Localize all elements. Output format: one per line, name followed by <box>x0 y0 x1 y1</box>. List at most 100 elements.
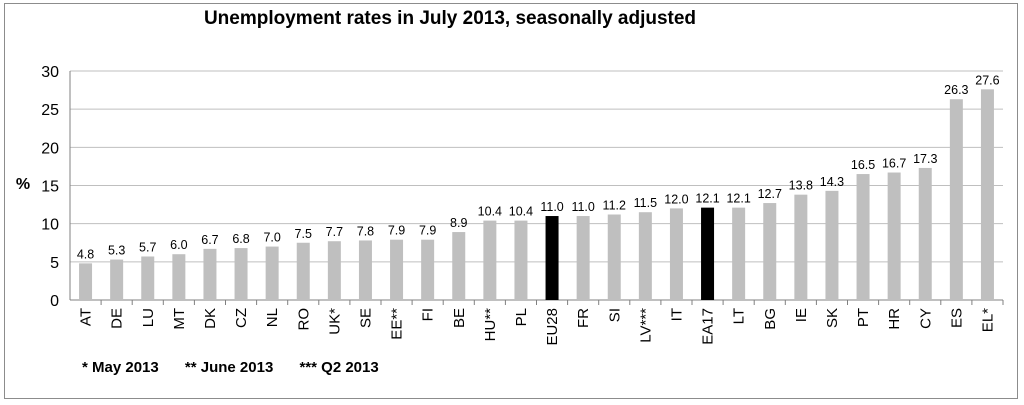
footnote-may: * May 2013 <box>82 359 159 376</box>
value-label: 8.9 <box>450 216 467 230</box>
value-label: 6.8 <box>232 232 249 246</box>
value-label: 7.9 <box>388 224 405 238</box>
x-tick-label: DE <box>109 308 126 329</box>
bar <box>296 242 310 300</box>
bar <box>234 248 248 300</box>
bar <box>949 99 963 300</box>
value-label: 27.6 <box>975 73 999 87</box>
bar <box>980 89 994 300</box>
value-label: 11.5 <box>634 196 657 210</box>
bar <box>203 248 217 300</box>
y-tick-label: 30 <box>41 64 59 81</box>
bar <box>856 174 870 300</box>
value-label: 17.3 <box>913 152 937 166</box>
value-label: 11.0 <box>540 200 563 214</box>
x-tick-label: SK <box>824 308 841 328</box>
bar <box>763 203 777 300</box>
value-label: 13.8 <box>789 179 813 193</box>
x-tick-label: RO <box>295 308 312 331</box>
x-tick-label: NL <box>264 308 281 327</box>
x-tick-label: EA17 <box>700 308 717 345</box>
footnote-june: ** June 2013 <box>184 359 274 376</box>
bar <box>265 246 279 300</box>
x-tick-label: BE <box>451 308 468 328</box>
value-label: 7.5 <box>295 227 312 241</box>
x-tick-label: LU <box>140 308 157 327</box>
x-tick-label: FR <box>575 308 592 328</box>
value-label: 12.1 <box>695 192 719 206</box>
bar <box>825 190 839 300</box>
x-tick-label: IE <box>793 308 810 322</box>
value-label: 16.7 <box>882 157 906 171</box>
bar <box>638 212 652 300</box>
x-tick-label: DK <box>202 308 219 329</box>
y-tick-label: 25 <box>41 102 59 119</box>
x-tick-label: EU28 <box>544 308 561 346</box>
value-label: 10.4 <box>509 205 533 219</box>
bar <box>918 167 932 300</box>
x-tick-label: UK* <box>326 308 343 335</box>
bar <box>732 207 746 300</box>
value-label: 6.0 <box>170 238 187 252</box>
chart-frame <box>4 3 1018 399</box>
bar <box>141 256 155 300</box>
x-tick-label: PT <box>855 308 872 327</box>
x-tick-label: FI <box>420 308 437 321</box>
bar <box>483 220 497 300</box>
x-tick-label: LV*** <box>637 308 654 343</box>
x-tick-label: CZ <box>233 308 250 328</box>
y-tick-label: 5 <box>50 255 59 272</box>
value-label: 10.4 <box>478 205 502 219</box>
x-tick-label: EL* <box>979 308 996 332</box>
y-tick-label: 15 <box>41 179 59 196</box>
value-label: 14.3 <box>820 175 844 189</box>
value-label: 7.7 <box>326 225 343 239</box>
value-label: 12.7 <box>758 187 782 201</box>
value-label: 16.5 <box>851 158 875 172</box>
x-tick-label: HR <box>886 308 903 330</box>
value-label: 11.2 <box>603 199 626 213</box>
y-tick-label: 0 <box>50 293 59 310</box>
bar <box>607 214 621 300</box>
chart-title: Unemployment rates in July 2013, seasona… <box>203 8 697 29</box>
value-label: 7.9 <box>419 224 436 238</box>
bar <box>327 241 341 300</box>
footnotes: * May 2013 ** June 2013 *** Q2 2013 <box>82 359 401 376</box>
bar <box>514 220 528 300</box>
x-tick-label: IT <box>668 308 685 321</box>
bar <box>358 240 372 300</box>
x-tick-label: SI <box>606 308 623 322</box>
bar <box>452 232 466 300</box>
x-tick-label: BG <box>762 308 779 330</box>
y-tick-label: 10 <box>41 217 59 234</box>
bar <box>669 208 683 300</box>
value-label: 4.8 <box>77 247 94 261</box>
x-tick-label: LT <box>731 308 748 324</box>
value-label: 26.3 <box>944 83 968 97</box>
footnote-q2: *** Q2 2013 <box>299 359 379 376</box>
y-axis-label: % <box>16 176 30 193</box>
value-label: 11.0 <box>571 200 594 214</box>
bar <box>701 207 715 300</box>
y-tick-label: 20 <box>41 140 59 157</box>
bar <box>545 216 559 300</box>
x-tick-label: AT <box>78 308 95 326</box>
bar <box>576 216 590 300</box>
value-label: 5.7 <box>139 240 156 254</box>
bar <box>887 172 901 300</box>
bar <box>79 263 93 300</box>
x-tick-label: HU** <box>482 308 499 342</box>
bar <box>390 239 404 300</box>
x-tick-label: EE** <box>389 308 406 340</box>
bar <box>794 194 808 300</box>
x-tick-label: MT <box>171 308 188 330</box>
value-label: 12.0 <box>664 192 688 206</box>
x-tick-label: ES <box>948 308 965 328</box>
value-label: 7.0 <box>263 231 280 245</box>
bar <box>172 254 186 300</box>
bar <box>110 259 124 300</box>
x-tick-label: CY <box>917 308 934 329</box>
bar <box>421 239 435 300</box>
x-tick-label: PL <box>513 308 530 326</box>
